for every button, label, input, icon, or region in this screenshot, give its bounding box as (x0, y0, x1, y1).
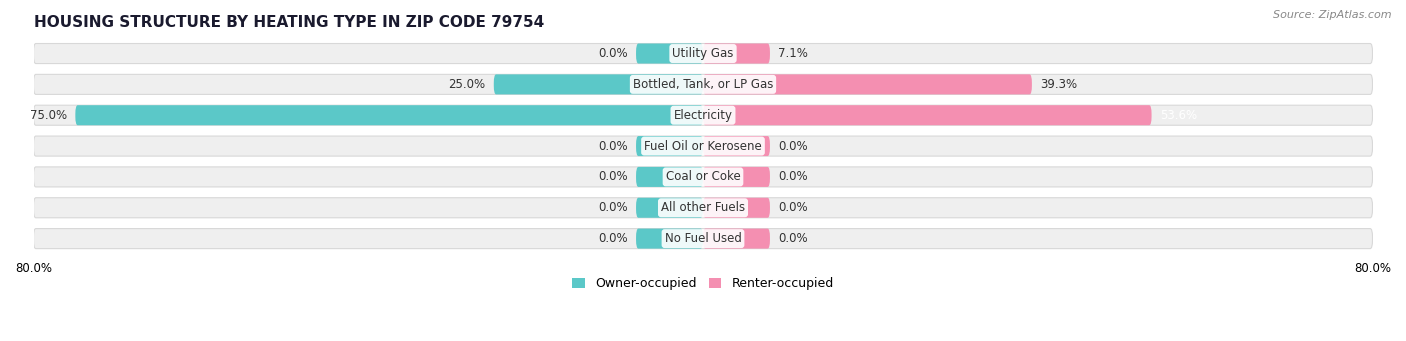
Text: 0.0%: 0.0% (598, 139, 627, 152)
Text: 7.1%: 7.1% (779, 47, 808, 60)
Text: Electricity: Electricity (673, 109, 733, 122)
Text: Coal or Coke: Coal or Coke (665, 170, 741, 183)
FancyBboxPatch shape (494, 74, 703, 94)
FancyBboxPatch shape (703, 44, 770, 63)
FancyBboxPatch shape (34, 105, 1372, 125)
FancyBboxPatch shape (636, 228, 703, 249)
Text: 75.0%: 75.0% (30, 109, 67, 122)
Text: Utility Gas: Utility Gas (672, 47, 734, 60)
FancyBboxPatch shape (703, 74, 1032, 94)
FancyBboxPatch shape (76, 105, 703, 125)
FancyBboxPatch shape (703, 198, 770, 218)
Text: 53.6%: 53.6% (1160, 109, 1197, 122)
FancyBboxPatch shape (703, 167, 770, 187)
FancyBboxPatch shape (34, 167, 1372, 187)
FancyBboxPatch shape (636, 44, 703, 63)
FancyBboxPatch shape (636, 167, 703, 187)
Text: 0.0%: 0.0% (598, 47, 627, 60)
FancyBboxPatch shape (34, 74, 1372, 94)
Text: 25.0%: 25.0% (449, 78, 485, 91)
FancyBboxPatch shape (636, 136, 703, 156)
Text: No Fuel Used: No Fuel Used (665, 232, 741, 245)
Text: 0.0%: 0.0% (598, 170, 627, 183)
Text: All other Fuels: All other Fuels (661, 201, 745, 214)
Text: 0.0%: 0.0% (779, 232, 808, 245)
Text: 0.0%: 0.0% (598, 232, 627, 245)
Text: HOUSING STRUCTURE BY HEATING TYPE IN ZIP CODE 79754: HOUSING STRUCTURE BY HEATING TYPE IN ZIP… (34, 15, 544, 30)
FancyBboxPatch shape (703, 228, 770, 249)
Text: Bottled, Tank, or LP Gas: Bottled, Tank, or LP Gas (633, 78, 773, 91)
FancyBboxPatch shape (636, 198, 703, 218)
FancyBboxPatch shape (34, 198, 1372, 218)
Text: Fuel Oil or Kerosene: Fuel Oil or Kerosene (644, 139, 762, 152)
FancyBboxPatch shape (34, 136, 1372, 156)
Text: 39.3%: 39.3% (1040, 78, 1077, 91)
Text: 0.0%: 0.0% (779, 170, 808, 183)
Text: Source: ZipAtlas.com: Source: ZipAtlas.com (1274, 10, 1392, 20)
FancyBboxPatch shape (34, 44, 1372, 63)
Text: 0.0%: 0.0% (779, 139, 808, 152)
FancyBboxPatch shape (703, 105, 1152, 125)
Text: 0.0%: 0.0% (779, 201, 808, 214)
Legend: Owner-occupied, Renter-occupied: Owner-occupied, Renter-occupied (568, 272, 838, 295)
FancyBboxPatch shape (34, 228, 1372, 249)
Text: 0.0%: 0.0% (598, 201, 627, 214)
FancyBboxPatch shape (703, 136, 770, 156)
